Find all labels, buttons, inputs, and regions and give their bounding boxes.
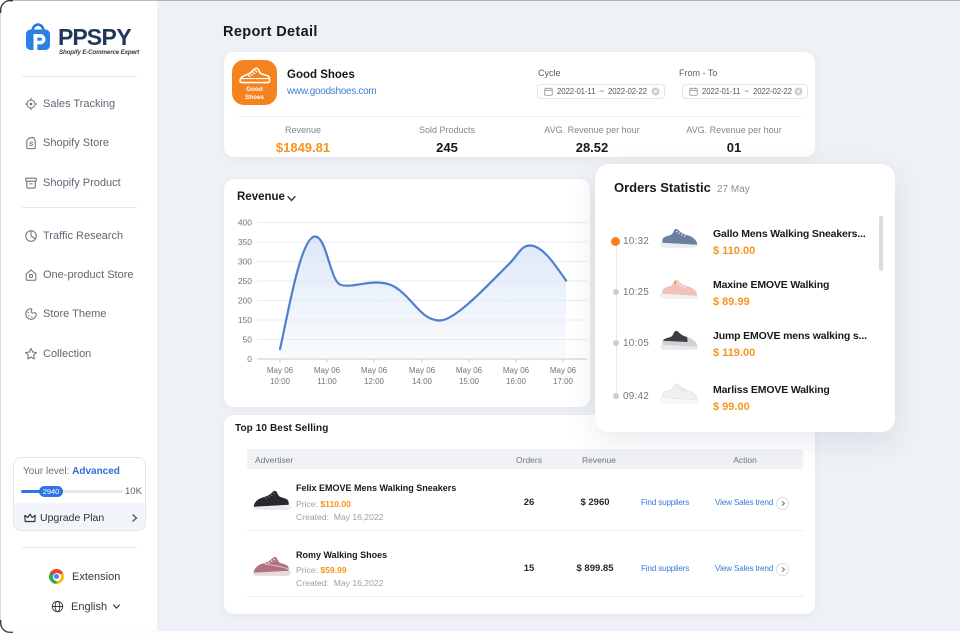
svg-text:400: 400	[238, 218, 252, 228]
svg-text:50: 50	[243, 335, 253, 345]
svg-text:250: 250	[238, 276, 252, 286]
svg-text:May 06: May 06	[361, 366, 388, 375]
svg-text:May 06: May 06	[314, 366, 341, 375]
svg-text:May 06: May 06	[409, 366, 436, 375]
svg-text:200: 200	[238, 296, 252, 306]
svg-text:300: 300	[238, 257, 252, 267]
svg-text:S: S	[29, 141, 34, 148]
svg-text:May 06: May 06	[456, 366, 483, 375]
svg-text:17:00: 17:00	[553, 377, 574, 386]
svg-text:14:00: 14:00	[412, 377, 433, 386]
svg-text:11:00: 11:00	[317, 377, 337, 386]
svg-text:16:00: 16:00	[506, 377, 527, 386]
svg-text:May 06: May 06	[267, 366, 294, 375]
svg-text:May 06: May 06	[550, 366, 577, 375]
svg-text:12:00: 12:00	[364, 377, 385, 386]
svg-text:May 06: May 06	[503, 366, 530, 375]
svg-text:150: 150	[238, 315, 252, 325]
svg-text:15:00: 15:00	[459, 377, 480, 386]
svg-text:350: 350	[238, 237, 252, 247]
svg-text:10:00: 10:00	[270, 377, 291, 386]
svg-text:0: 0	[247, 354, 252, 364]
